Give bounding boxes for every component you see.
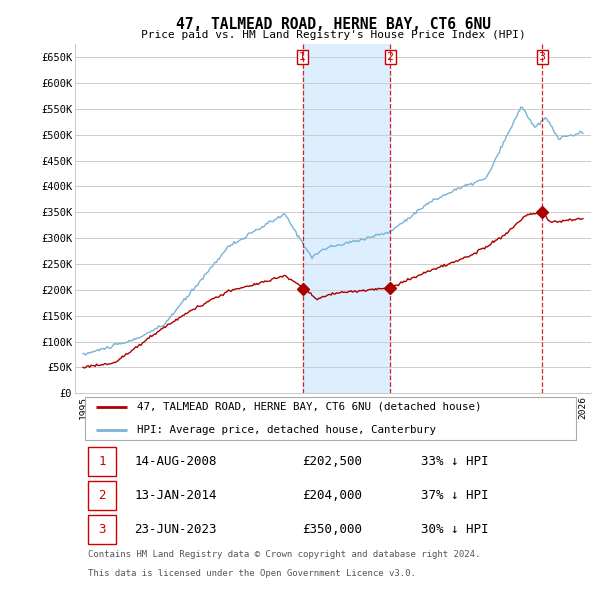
Text: £204,000: £204,000: [302, 489, 362, 502]
Text: 14-AUG-2008: 14-AUG-2008: [134, 455, 217, 468]
Text: Contains HM Land Registry data © Crown copyright and database right 2024.: Contains HM Land Registry data © Crown c…: [88, 550, 480, 559]
Text: 3: 3: [539, 52, 545, 62]
Text: 1: 1: [299, 52, 306, 62]
FancyBboxPatch shape: [88, 481, 116, 510]
FancyBboxPatch shape: [85, 397, 575, 440]
Text: 2: 2: [386, 52, 394, 62]
Text: 33% ↓ HPI: 33% ↓ HPI: [421, 455, 488, 468]
Text: 3: 3: [98, 523, 106, 536]
Text: Price paid vs. HM Land Registry's House Price Index (HPI): Price paid vs. HM Land Registry's House …: [140, 31, 526, 40]
Text: This data is licensed under the Open Government Licence v3.0.: This data is licensed under the Open Gov…: [88, 569, 416, 578]
FancyBboxPatch shape: [88, 515, 116, 545]
FancyBboxPatch shape: [88, 447, 116, 476]
Text: 2: 2: [98, 489, 106, 502]
Text: 47, TALMEAD ROAD, HERNE BAY, CT6 6NU: 47, TALMEAD ROAD, HERNE BAY, CT6 6NU: [176, 17, 491, 32]
Text: 47, TALMEAD ROAD, HERNE BAY, CT6 6NU (detached house): 47, TALMEAD ROAD, HERNE BAY, CT6 6NU (de…: [137, 402, 481, 412]
Text: 37% ↓ HPI: 37% ↓ HPI: [421, 489, 488, 502]
Text: HPI: Average price, detached house, Canterbury: HPI: Average price, detached house, Cant…: [137, 425, 436, 435]
Text: 30% ↓ HPI: 30% ↓ HPI: [421, 523, 488, 536]
Text: £202,500: £202,500: [302, 455, 362, 468]
Text: £350,000: £350,000: [302, 523, 362, 536]
Text: 23-JUN-2023: 23-JUN-2023: [134, 523, 217, 536]
Text: 1: 1: [98, 455, 106, 468]
Bar: [302, 44, 390, 393]
Text: 13-JAN-2014: 13-JAN-2014: [134, 489, 217, 502]
